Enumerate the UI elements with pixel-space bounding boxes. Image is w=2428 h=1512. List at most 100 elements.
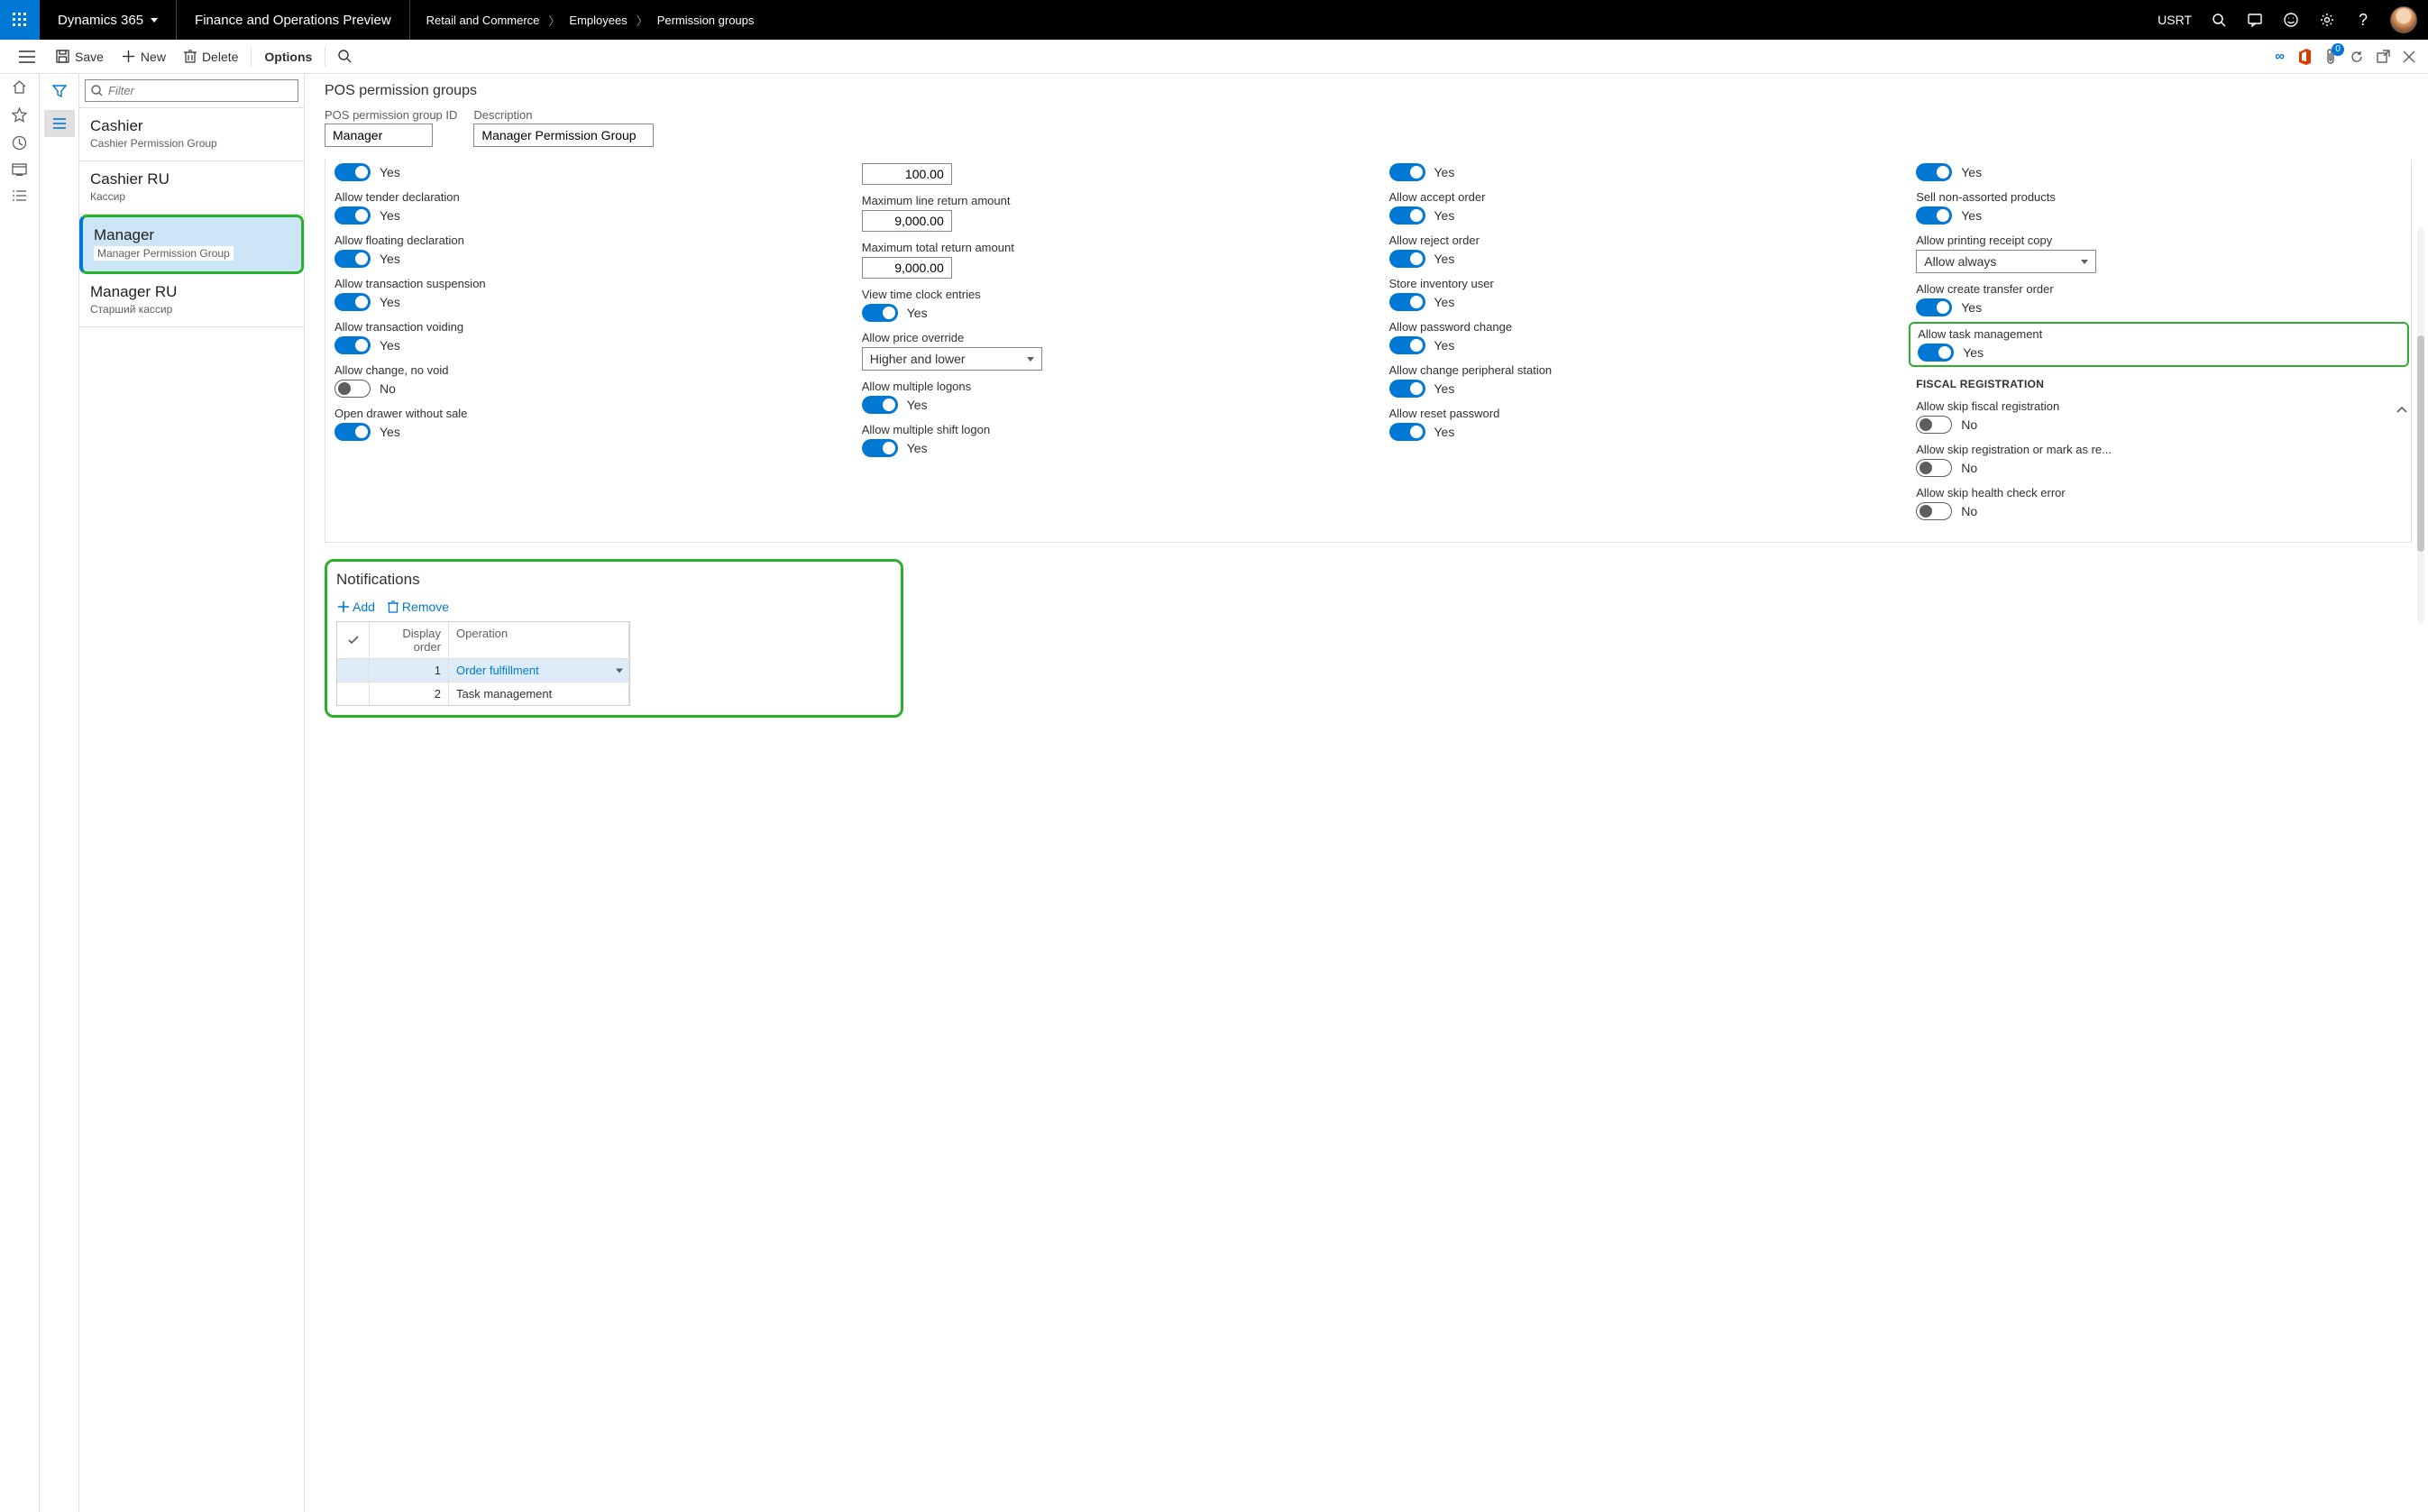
toggle[interactable] xyxy=(862,304,898,322)
smile-icon[interactable] xyxy=(2282,11,2300,29)
app-title: Finance and Operations Preview xyxy=(177,0,410,40)
group-id-input[interactable] xyxy=(325,124,433,147)
filter-input-wrap[interactable] xyxy=(85,79,298,102)
add-button[interactable]: Add xyxy=(338,600,375,614)
list-item[interactable]: ManagerManager Permission Group xyxy=(79,215,304,274)
link-icon[interactable]: ∞ xyxy=(2275,49,2285,64)
office-icon[interactable] xyxy=(2297,49,2312,65)
list-item[interactable]: CashierCashier Permission Group xyxy=(79,108,304,161)
toggle[interactable] xyxy=(1389,206,1425,225)
popout-icon[interactable] xyxy=(2377,50,2390,63)
toggle[interactable] xyxy=(1389,380,1425,398)
toggle[interactable] xyxy=(1916,163,1952,181)
toggle[interactable] xyxy=(862,396,898,414)
list-item-subtitle: Старший кассир xyxy=(90,303,293,316)
description-input[interactable] xyxy=(473,124,654,147)
toggle[interactable] xyxy=(334,163,371,181)
brand-label: Dynamics 365 xyxy=(58,13,143,28)
user-avatar[interactable] xyxy=(2390,6,2417,33)
toggle[interactable] xyxy=(1389,336,1425,354)
modules-icon[interactable] xyxy=(12,189,27,203)
recent-icon[interactable] xyxy=(12,135,27,151)
toggle[interactable] xyxy=(862,439,898,457)
row-check[interactable] xyxy=(337,683,370,705)
select-input[interactable]: Higher and lower xyxy=(862,347,1042,371)
app-launcher[interactable] xyxy=(0,0,40,40)
action-bar-right: ∞ 0 xyxy=(2275,49,2421,65)
separator xyxy=(251,47,252,67)
table-row[interactable]: 1 Order fulfillment xyxy=(337,659,629,683)
toggle[interactable] xyxy=(1916,416,1952,434)
cell-order[interactable]: 1 xyxy=(370,659,449,682)
filter-input[interactable] xyxy=(108,84,292,97)
notifications-header[interactable]: Notifications xyxy=(336,567,630,592)
breadcrumb-item[interactable]: Permission groups xyxy=(657,14,755,27)
permission-field: Allow reject orderYes xyxy=(1389,234,1875,268)
col-order[interactable]: Display order xyxy=(370,622,449,658)
new-button[interactable]: New xyxy=(113,44,175,69)
brand-switcher[interactable]: Dynamics 365 xyxy=(40,0,177,40)
toggle[interactable] xyxy=(334,206,371,225)
search-icon[interactable] xyxy=(2210,11,2228,29)
help-icon[interactable]: ? xyxy=(2354,11,2372,29)
breadcrumb-item[interactable]: Retail and Commerce xyxy=(426,14,540,27)
col-check[interactable] xyxy=(337,622,370,658)
toggle[interactable] xyxy=(1916,298,1952,316)
toggle[interactable] xyxy=(334,336,371,354)
toggle[interactable] xyxy=(334,293,371,311)
permission-field: Allow accept orderYes xyxy=(1389,190,1875,225)
company-code[interactable]: USRT xyxy=(2158,13,2192,27)
toggle[interactable] xyxy=(1389,423,1425,441)
home-icon[interactable] xyxy=(12,79,27,95)
col-operation[interactable]: Operation xyxy=(449,622,629,658)
toggle[interactable] xyxy=(334,250,371,268)
close-icon[interactable] xyxy=(2403,50,2415,63)
list-item[interactable]: Manager RUСтарший кассир xyxy=(79,274,304,327)
search-icon xyxy=(338,50,352,63)
cell-operation[interactable]: Task management xyxy=(449,683,629,705)
refresh-icon[interactable] xyxy=(2350,50,2364,64)
toggle[interactable] xyxy=(1916,206,1952,225)
remove-button[interactable]: Remove xyxy=(388,600,449,614)
toggle[interactable] xyxy=(1918,344,1954,362)
search-button[interactable] xyxy=(329,44,361,69)
list-view-icon[interactable] xyxy=(44,110,75,137)
star-icon[interactable] xyxy=(12,107,27,123)
toggle[interactable] xyxy=(1389,250,1425,268)
workspace-icon[interactable] xyxy=(12,163,27,177)
field-label: Allow transaction suspension xyxy=(334,277,820,290)
toggle[interactable] xyxy=(1389,293,1425,311)
permission-field: Yes xyxy=(1389,163,1875,181)
toggle[interactable] xyxy=(1916,459,1952,477)
list-item-subtitle: Кассир xyxy=(90,190,293,203)
chat-icon[interactable] xyxy=(2246,11,2264,29)
filter-strip xyxy=(40,74,79,1512)
toggle-value: No xyxy=(1961,417,1977,432)
list-item[interactable]: Cashier RUКассир xyxy=(79,161,304,215)
select-input[interactable]: Allow always xyxy=(1916,250,2096,273)
number-input[interactable] xyxy=(862,257,952,279)
scrollbar[interactable] xyxy=(2417,227,2424,624)
filter-icon[interactable] xyxy=(44,78,75,105)
number-input[interactable] xyxy=(862,163,952,185)
delete-button[interactable]: Delete xyxy=(175,44,247,69)
breadcrumb-item[interactable]: Employees xyxy=(569,14,627,27)
toggle[interactable] xyxy=(334,423,371,441)
cell-order[interactable]: 2 xyxy=(370,683,449,705)
toggle[interactable] xyxy=(1916,502,1952,520)
number-input[interactable] xyxy=(862,210,952,232)
toggle[interactable] xyxy=(334,380,371,398)
toggle[interactable] xyxy=(1389,163,1425,181)
toggle-value: Yes xyxy=(1434,165,1455,179)
notifications-highlight: Notifications Add Remove Display order O… xyxy=(325,559,903,718)
table-row[interactable]: 2 Task management xyxy=(337,683,629,705)
gear-icon[interactable] xyxy=(2318,11,2336,29)
attachment-icon[interactable]: 0 xyxy=(2324,49,2337,65)
options-button[interactable]: Options xyxy=(255,44,321,69)
save-button[interactable]: Save xyxy=(47,44,113,69)
field-label: Allow password change xyxy=(1389,320,1875,334)
nav-toggle[interactable] xyxy=(7,50,47,63)
row-check[interactable] xyxy=(337,659,370,682)
scroll-thumb[interactable] xyxy=(2417,335,2424,552)
cell-operation[interactable]: Order fulfillment xyxy=(449,659,629,682)
